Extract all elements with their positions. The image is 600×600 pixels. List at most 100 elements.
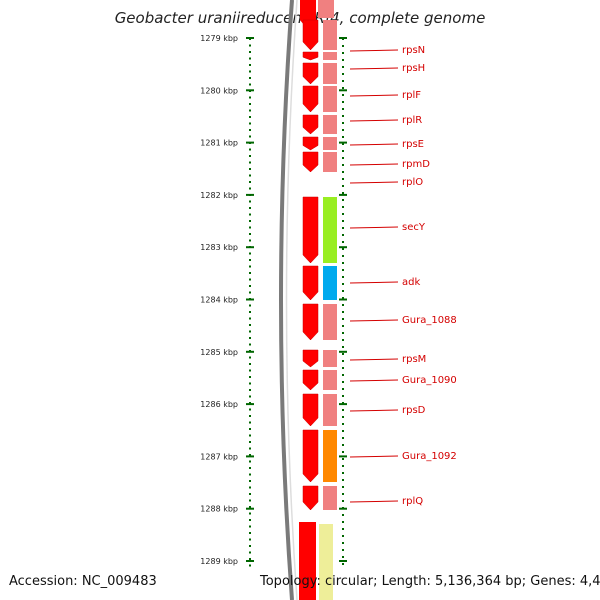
track-dot	[342, 381, 344, 383]
track-dot	[342, 472, 344, 474]
track-dot	[342, 395, 344, 397]
gene-color-block[interactable]	[323, 86, 337, 112]
gene-label[interactable]: Gura_1088	[402, 315, 457, 326]
ruler-tick-label: 1281 kbp	[200, 139, 238, 148]
ruler-dot	[249, 96, 251, 99]
ruler-dot	[249, 265, 251, 268]
ruler-dot	[249, 259, 251, 261]
track-dot	[342, 563, 344, 565]
gene-label[interactable]: rpmD	[402, 159, 430, 170]
gene-color-block[interactable]	[323, 486, 337, 510]
track-dot	[342, 248, 344, 250]
track-dot	[342, 171, 344, 173]
gene-color-block[interactable]	[323, 197, 337, 263]
gene-label[interactable]: Gura_1092	[402, 451, 457, 462]
track-dot	[342, 269, 344, 271]
track-dot	[342, 514, 344, 516]
gene-label[interactable]: rplR	[402, 115, 422, 126]
genome-summary-text: Topology: circular; Length: 5,136,364 bp…	[260, 574, 600, 589]
gene-color-block[interactable]	[323, 304, 337, 340]
gene-arrow[interactable]	[302, 429, 319, 483]
gene-arrow[interactable]	[302, 196, 319, 264]
gene-color-block[interactable]	[323, 137, 337, 150]
ruler-dot	[249, 330, 251, 333]
track-dot	[342, 479, 344, 481]
track-dot	[342, 437, 344, 439]
ruler-tick-label: 1285 kbp	[200, 348, 238, 357]
track-dot	[342, 213, 344, 215]
gene-color-block[interactable]	[323, 115, 337, 134]
gene-label[interactable]: rplF	[402, 90, 421, 101]
gene-color-block-partial	[319, 524, 333, 600]
gene-arrow[interactable]	[302, 393, 319, 427]
ruler-dot	[249, 135, 251, 138]
gene-label[interactable]: adk	[402, 277, 420, 288]
gene-arrow[interactable]	[302, 303, 319, 341]
track-dot	[342, 241, 344, 243]
gene-label[interactable]: rpsH	[402, 63, 425, 74]
gene-arrow[interactable]	[302, 151, 319, 173]
gene-label-leader	[349, 409, 399, 412]
gene-arrow[interactable]	[302, 136, 319, 151]
track-dot	[342, 143, 344, 145]
gene-color-block[interactable]	[323, 52, 337, 60]
gene-label[interactable]: rpsN	[402, 45, 425, 56]
track-dot	[342, 402, 344, 404]
ruler-dot	[249, 317, 251, 320]
track-dot	[342, 458, 344, 460]
ruler-dot	[249, 382, 251, 385]
gene-color-block[interactable]	[323, 370, 337, 390]
ruler-dot	[249, 564, 251, 567]
gene-labels: rpsN rpsH rplF rplR rpsE rpmD rplO secY adk Gura_…	[349, 45, 457, 507]
ruler-dot	[249, 207, 251, 209]
gene-label[interactable]: Gura_1090	[402, 375, 457, 386]
gene-label-leader	[349, 455, 399, 458]
gene-arrow[interactable]	[302, 85, 319, 113]
gene-label-leader	[349, 281, 399, 284]
ruler-dot	[249, 415, 251, 417]
gene-label[interactable]: secY	[402, 222, 426, 233]
gene-color-block[interactable]	[323, 394, 337, 426]
ruler-tick-label: 1284 kbp	[200, 296, 238, 305]
track-dot	[342, 304, 344, 306]
gene-arrow[interactable]	[302, 369, 319, 391]
track-dot	[342, 388, 344, 390]
ruler-dot	[249, 155, 251, 157]
track-dot	[342, 339, 344, 341]
ruler-tick-label: 1288 kbp	[200, 505, 238, 514]
gene-color-block[interactable]	[323, 20, 337, 50]
gene-color-block[interactable]	[323, 430, 337, 482]
gene-color-block[interactable]	[323, 266, 337, 300]
gene-color-block[interactable]	[323, 350, 337, 367]
gene-label[interactable]: rpsM	[402, 354, 426, 365]
backbone-curve	[279, 0, 294, 600]
track-dot	[342, 297, 344, 299]
gene-arrow[interactable]	[302, 62, 319, 85]
track-dot	[342, 227, 344, 229]
track-dot	[342, 276, 344, 278]
gene-color-block[interactable]	[323, 63, 337, 84]
track-dot	[342, 101, 344, 103]
ruler-dot	[249, 473, 251, 476]
ruler-dot	[249, 467, 251, 469]
gene-label[interactable]: rpsE	[402, 139, 424, 150]
gene-label[interactable]: rplQ	[402, 496, 423, 507]
gene-label[interactable]: rplO	[402, 177, 423, 188]
gene-arrow[interactable]	[302, 485, 319, 511]
ruler-dot	[249, 408, 251, 411]
gene-label[interactable]: rpsD	[402, 405, 426, 416]
gene-arrow[interactable]	[302, 349, 319, 368]
track-dot	[342, 325, 344, 327]
ruler-dot	[249, 129, 251, 131]
track-dot	[342, 199, 344, 201]
gene-arrow[interactable]	[302, 265, 319, 301]
gene-color-block[interactable]	[323, 152, 337, 172]
gene-arrow[interactable]	[302, 19, 319, 51]
gene-arrow[interactable]	[302, 114, 319, 135]
ruler-dot	[249, 44, 251, 47]
track-dot	[342, 157, 344, 159]
gene-label-leader	[349, 500, 399, 503]
gene-arrow[interactable]	[302, 51, 319, 61]
ruler-dot	[249, 402, 251, 404]
